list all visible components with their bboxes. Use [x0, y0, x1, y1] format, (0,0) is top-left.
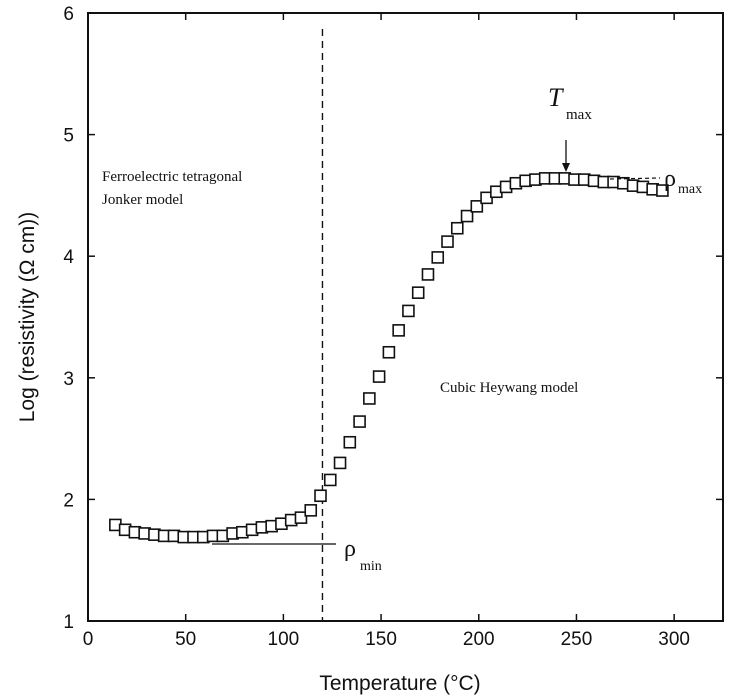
y-tick-label: 4 — [63, 247, 74, 268]
data-point — [333, 456, 347, 470]
y-tick-label: 6 — [63, 4, 74, 25]
tmax-annotation: T max — [548, 83, 592, 172]
rho-min-subscript: min — [360, 559, 382, 574]
data-point — [392, 324, 405, 337]
data-point — [450, 221, 464, 235]
x-tick-label: 200 — [463, 629, 495, 650]
data-point — [323, 473, 337, 487]
x-tick-label: 0 — [83, 629, 94, 650]
data-point — [470, 200, 484, 213]
data-point — [353, 415, 366, 428]
data-point — [460, 209, 474, 223]
data-point — [294, 511, 308, 524]
y-tick-label: 3 — [63, 369, 74, 390]
ferroelectric-label-line2: Jonker model — [102, 192, 183, 208]
tmax-arrowhead — [562, 163, 570, 172]
y-tick-label: 1 — [63, 612, 74, 633]
rho-max-symbol: ρ — [664, 166, 676, 192]
x-tick-label: 100 — [268, 629, 300, 650]
cubic-label: Cubic Heywang model — [440, 380, 578, 396]
x-tick-label: 50 — [175, 629, 196, 650]
data-point — [343, 435, 357, 449]
data-markers — [109, 172, 669, 544]
x-tick-label: 250 — [561, 629, 593, 650]
x-axis-title: Temperature (°C) — [319, 672, 480, 695]
y-tick-label: 2 — [63, 490, 74, 511]
rho-max-leader — [609, 177, 661, 180]
data-point — [314, 489, 327, 503]
axis-tick-labels: 0 50 100 150 200 250 300 1 2 3 4 5 6 — [63, 4, 690, 650]
data-point — [304, 504, 318, 517]
data-point — [421, 268, 435, 281]
data-point — [431, 251, 445, 264]
rho-min-symbol: ρ — [344, 536, 356, 562]
tmax-subscript: max — [566, 107, 592, 123]
x-tick-label: 300 — [658, 629, 690, 650]
rho-max-subscript: max — [678, 182, 702, 197]
rho-min-annotation: ρ min — [212, 536, 382, 574]
data-point — [411, 286, 425, 299]
tmax-symbol: T — [548, 83, 564, 112]
rho-max-annotation: ρ max — [609, 166, 702, 197]
data-point — [363, 392, 376, 405]
data-point — [382, 345, 396, 359]
y-tick-label: 5 — [63, 126, 74, 147]
ferroelectric-label-line1: Ferroelectric tetragonal — [102, 169, 242, 185]
y-axis-title: Log (resistivity (Ω cm)) — [16, 212, 39, 423]
data-point — [441, 235, 454, 248]
data-point — [656, 184, 669, 197]
data-point — [402, 304, 415, 318]
x-tick-label: 150 — [365, 629, 397, 650]
plot-frame — [87, 12, 724, 622]
data-point — [372, 370, 386, 383]
axis-ticks — [87, 12, 723, 622]
